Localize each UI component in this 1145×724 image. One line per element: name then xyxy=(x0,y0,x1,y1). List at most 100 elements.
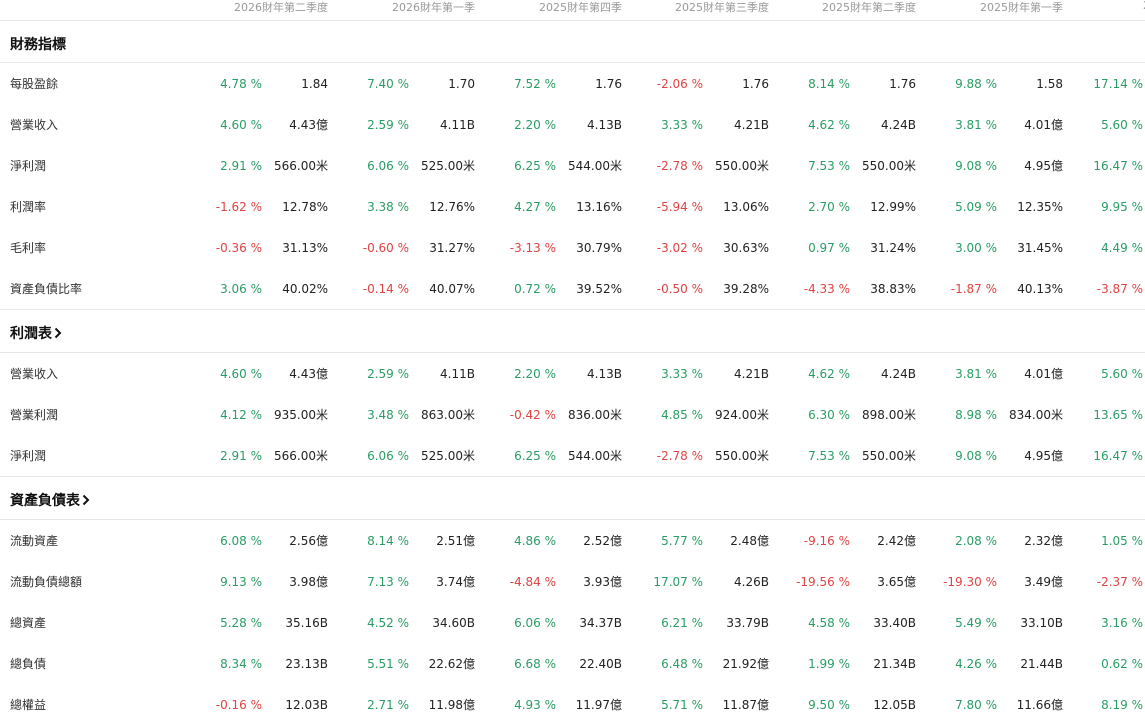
value: 38.83% xyxy=(870,282,916,296)
change-percent: 8.14 % xyxy=(367,534,409,548)
row-label: 淨利潤 xyxy=(10,159,47,173)
value: 4.21B xyxy=(734,367,769,381)
value: 12.05B xyxy=(873,698,916,712)
value: 4.11B xyxy=(440,367,475,381)
value: 4.11B xyxy=(440,118,475,132)
change-percent: 8.14 % xyxy=(808,77,850,91)
value: 4.24B xyxy=(881,367,916,381)
change-percent: 2.59 % xyxy=(367,367,409,381)
column-header: 2025財年第一季 xyxy=(980,1,1063,14)
value: 11.97億 xyxy=(575,698,622,712)
column-header: 2026財年第一季 xyxy=(392,1,475,14)
change-percent: 4.49 % xyxy=(1101,241,1143,255)
change-percent: 5.77 % xyxy=(661,534,703,548)
value: 1.70 xyxy=(448,77,475,91)
value: 4.95億 xyxy=(1024,449,1063,463)
value: 23.13B xyxy=(285,657,328,671)
value: 2.48億 xyxy=(730,534,769,548)
change-percent: 4.26 % xyxy=(955,657,997,671)
value: 550.00米 xyxy=(715,449,769,463)
change-percent: 7.52 % xyxy=(514,77,556,91)
change-percent: 4.62 % xyxy=(808,118,850,132)
value: 1.84 xyxy=(301,77,328,91)
change-percent: 5.09 % xyxy=(955,200,997,214)
table-row: 營業利潤 4.12 % 935.00米 3.48 % 863.00米 -0.42 % 836… xyxy=(0,405,1145,425)
change-percent: -1.87 % xyxy=(950,282,997,296)
row-label: 營業收入 xyxy=(10,118,59,132)
change-percent: 5.28 % xyxy=(220,616,262,630)
change-percent: 7.53 % xyxy=(808,159,850,173)
row-label: 每股盈餘 xyxy=(10,77,59,91)
change-percent: 2.20 % xyxy=(514,367,556,381)
value: 31.13% xyxy=(282,241,328,255)
change-percent: -0.36 % xyxy=(215,241,262,255)
section-end-divider xyxy=(0,476,1145,477)
change-percent: 6.06 % xyxy=(367,449,409,463)
change-percent: 3.81 % xyxy=(955,367,997,381)
change-percent: 0.97 % xyxy=(808,241,850,255)
section-title[interactable]: 資產負債表 xyxy=(10,490,90,510)
change-percent: 2.91 % xyxy=(220,159,262,173)
change-percent: -1.62 % xyxy=(215,200,262,214)
change-percent: 9.08 % xyxy=(955,159,997,173)
section-title-text: 利潤表 xyxy=(10,326,52,342)
change-percent: 5.49 % xyxy=(955,616,997,630)
section-divider xyxy=(0,519,1145,520)
change-percent: 9.88 % xyxy=(955,77,997,91)
value: 935.00米 xyxy=(274,408,328,422)
value: 3.93億 xyxy=(583,575,622,589)
section-title: 財務指標 xyxy=(10,34,66,54)
value: 2.51億 xyxy=(436,534,475,548)
value: 2.52億 xyxy=(583,534,622,548)
change-percent: 4.60 % xyxy=(220,367,262,381)
change-percent: -2.37 % xyxy=(1096,575,1143,589)
value: 33.10B xyxy=(1020,616,1063,630)
table-row: 總負債 8.34 % 23.13B 5.51 % 22.62億 6.68 % 22.40B 6… xyxy=(0,654,1145,674)
value: 834.00米 xyxy=(1009,408,1063,422)
change-percent: 2.70 % xyxy=(808,200,850,214)
change-percent: -2.78 % xyxy=(656,159,703,173)
row-label: 流動資產 xyxy=(10,534,59,548)
change-percent: 7.40 % xyxy=(367,77,409,91)
value: 34.60B xyxy=(432,616,475,630)
row-label: 利潤率 xyxy=(10,200,47,214)
column-header: 2025財年第二季度 xyxy=(822,1,916,14)
change-percent: 6.06 % xyxy=(367,159,409,173)
section-title[interactable]: 利潤表 xyxy=(10,323,62,343)
change-percent: 4.27 % xyxy=(514,200,556,214)
value: 4.01億 xyxy=(1024,367,1063,381)
value: 21.34B xyxy=(873,657,916,671)
change-percent: 3.33 % xyxy=(661,118,703,132)
value: 4.01億 xyxy=(1024,118,1063,132)
value: 39.52% xyxy=(576,282,622,296)
value: 39.28% xyxy=(723,282,769,296)
value: 924.00米 xyxy=(715,408,769,422)
change-percent: 8.34 % xyxy=(220,657,262,671)
change-percent: -3.13 % xyxy=(509,241,556,255)
change-percent: 6.06 % xyxy=(514,616,556,630)
change-percent: 4.58 % xyxy=(808,616,850,630)
change-percent: 2.20 % xyxy=(514,118,556,132)
value: 30.79% xyxy=(576,241,622,255)
value: 12.78% xyxy=(282,200,328,214)
change-percent: 6.25 % xyxy=(514,159,556,173)
value: 1.76 xyxy=(742,77,769,91)
row-label: 淨利潤 xyxy=(10,449,47,463)
change-percent: -0.50 % xyxy=(656,282,703,296)
change-percent: 4.62 % xyxy=(808,367,850,381)
change-percent: 3.16 % xyxy=(1101,616,1143,630)
value: 863.00米 xyxy=(421,408,475,422)
row-label: 營業收入 xyxy=(10,367,59,381)
value: 4.43億 xyxy=(289,118,328,132)
value: 4.21B xyxy=(734,118,769,132)
section-end-divider xyxy=(0,309,1145,310)
value: 11.66億 xyxy=(1016,698,1063,712)
change-percent: 16.47 % xyxy=(1093,449,1143,463)
value: 544.00米 xyxy=(568,159,622,173)
value: 550.00米 xyxy=(862,159,916,173)
change-percent: 4.52 % xyxy=(367,616,409,630)
column-header-row: 2026財年第二季度 2026財年第一季 2025財年第四季 2025財年第三季度 20… xyxy=(0,0,1145,21)
column-header: 2025財年第四季 xyxy=(539,1,622,14)
change-percent: 7.80 % xyxy=(955,698,997,712)
change-percent: 3.81 % xyxy=(955,118,997,132)
